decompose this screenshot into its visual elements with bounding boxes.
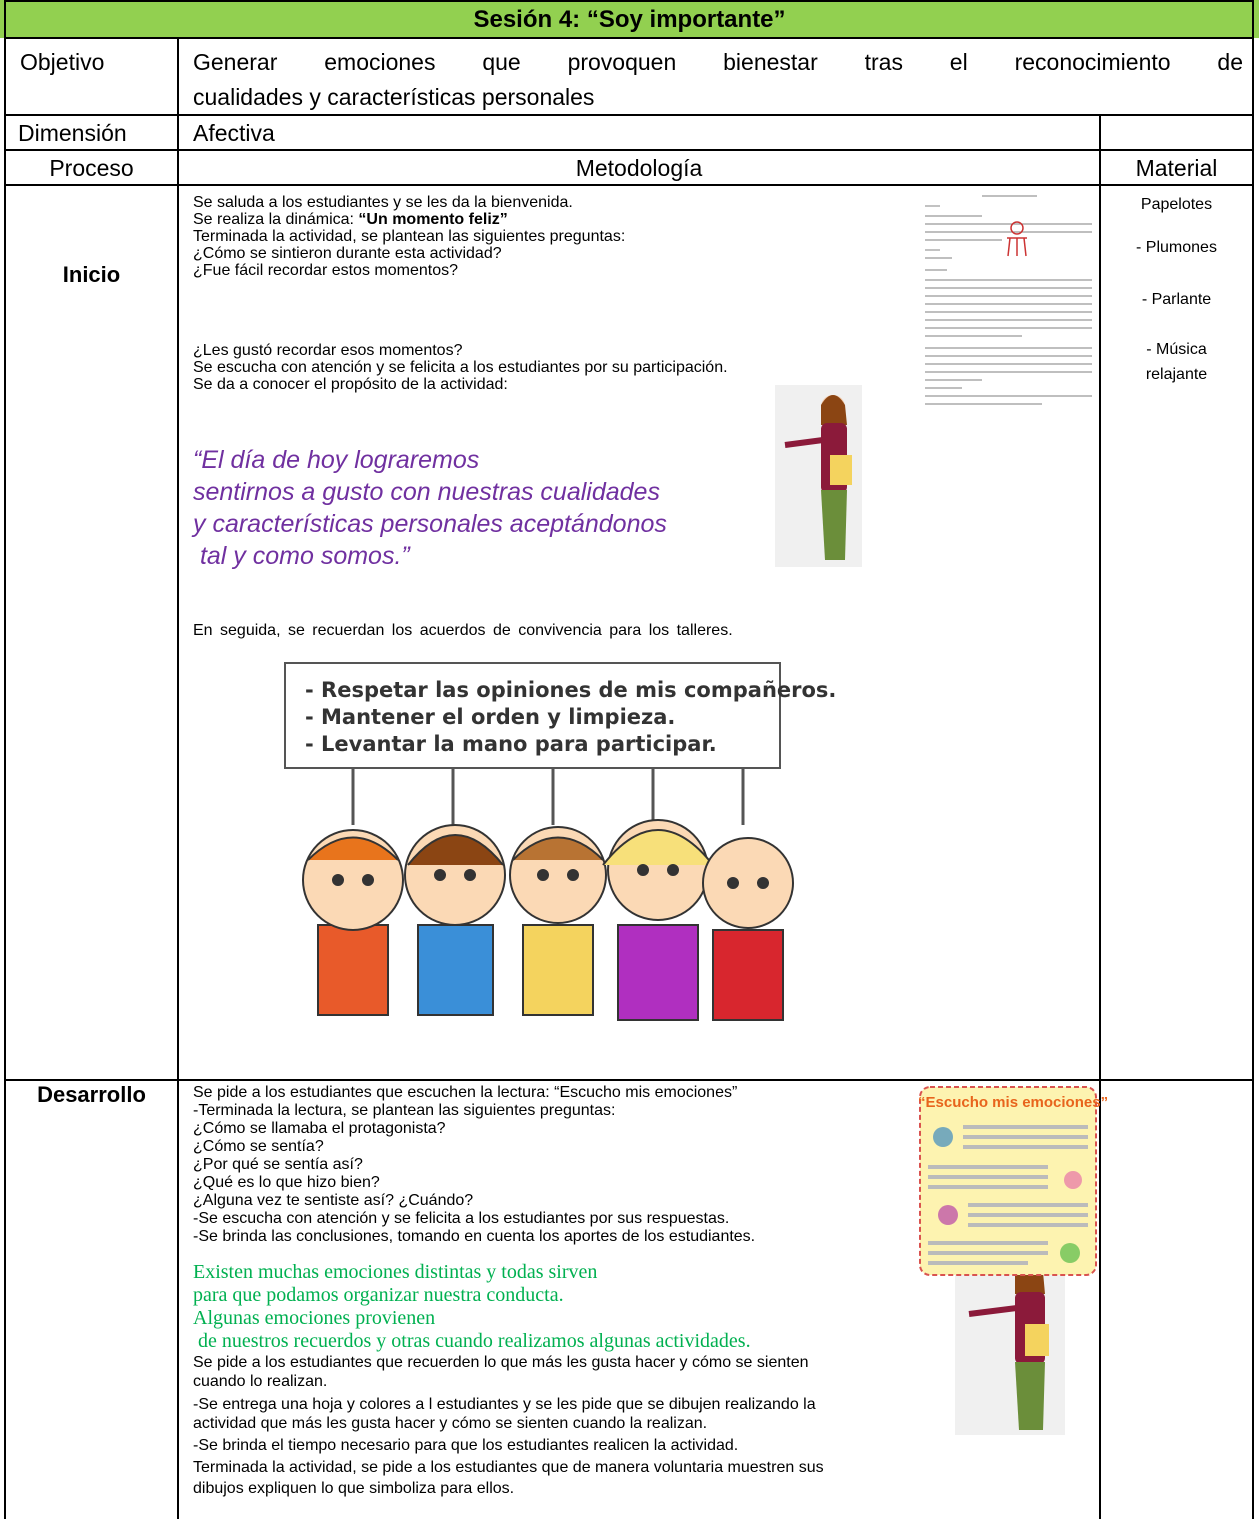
- text-line: Se escucha con atención y se felicita a …: [193, 359, 728, 376]
- conclusion: de nuestros recuerdos y otras cuando rea…: [193, 1330, 751, 1352]
- header: Proceso: [49, 155, 134, 181]
- text-line: Se realiza la dinámica: “Un momento feli…: [193, 211, 508, 228]
- border: [4, 114, 1254, 116]
- text-line: Se saluda a los estudiantes y se les da …: [193, 194, 573, 211]
- header: Material: [1135, 155, 1218, 181]
- kids-sign-image: [284, 662, 794, 1021]
- conclusion: para que podamos organizar nuestra condu…: [193, 1284, 564, 1306]
- text-line: -Se escucha con atención y se felicita a…: [193, 1210, 730, 1227]
- border: [4, 0, 6, 1519]
- conclusion: Existen muchas emociones distintas y tod…: [193, 1261, 598, 1283]
- title: Sesión 4: “Soy importante”: [473, 6, 786, 33]
- border: [4, 149, 1254, 151]
- purpose-quote: y características personales aceptándono…: [193, 510, 667, 538]
- text-line: ¿Por qué se sentía así?: [193, 1156, 363, 1173]
- dimension: Afectiva: [193, 120, 275, 146]
- text-line: Se pide a los estudiantes que recuerden …: [193, 1354, 809, 1371]
- text-line: ¿Alguna vez te sentiste así? ¿Cuándo?: [193, 1192, 474, 1209]
- text-line: ¿Cómo se sentía?: [193, 1138, 324, 1155]
- conclusion: Algunas emociones provienen: [193, 1307, 436, 1329]
- header: Metodología: [575, 155, 703, 181]
- text-line: ¿Qué es lo que hizo bien?: [193, 1174, 380, 1191]
- bold-text: “Un momento feliz”: [358, 211, 508, 228]
- title-bar: [0, 0, 1259, 38]
- text-line: ¿Cómo se llamaba el protagonista?: [193, 1120, 446, 1137]
- purpose-quote: “El día de hoy lograremos: [193, 446, 480, 474]
- text-line: ¿Les gustó recordar esos momentos?: [193, 342, 463, 359]
- text-line: -Terminada la lectura, se plantean las s…: [193, 1102, 616, 1119]
- label: Objetivo: [20, 49, 105, 75]
- text-line: Terminada la actividad, se pide a los es…: [193, 1459, 824, 1476]
- agreement: - Mantener el orden y limpieza.: [305, 705, 676, 729]
- text-line: Se pide a los estudiantes que escuchen l…: [193, 1084, 738, 1101]
- process-label: Desarrollo: [37, 1082, 146, 1107]
- text-line: -Se entrega una hoja y colores a l estud…: [193, 1396, 816, 1413]
- text-line: cuando lo realizan.: [193, 1373, 328, 1390]
- purpose-quote: tal y como somos.”: [193, 542, 410, 570]
- border: [4, 184, 1254, 186]
- text-line: En seguida, se recuerdan los acuerdos de…: [193, 622, 733, 639]
- agreement: - Levantar la mano para participar.: [305, 732, 717, 756]
- teacher-image: [775, 385, 862, 567]
- label: Dimensión: [18, 120, 127, 146]
- border: [1099, 114, 1101, 1519]
- dynamic-sheet-image: [922, 188, 1097, 423]
- material: - Plumones: [1136, 239, 1217, 256]
- border: [4, 0, 1254, 2]
- text-line: Se da a conocer el propósito de la activ…: [193, 376, 508, 393]
- process-label: Inicio: [62, 262, 121, 287]
- text-line: actividad que más les gusta hacer y cómo…: [193, 1415, 708, 1432]
- objective: cualidades y características personales: [193, 84, 595, 110]
- card-title: “Escucho mis emociones”: [918, 1094, 1109, 1111]
- agreement: - Respetar las opiniones de mis compañer…: [305, 678, 837, 702]
- text-line: Terminada la actividad, se plantean las …: [193, 228, 626, 245]
- objective: Generar emociones que provoquen bienesta…: [193, 49, 1243, 75]
- material: Papelotes: [1140, 196, 1213, 213]
- text-line: ¿Fue fácil recordar estos momentos?: [193, 262, 458, 279]
- material: relajante: [1145, 366, 1208, 383]
- text-line: dibujos expliquen lo que simboliza para …: [193, 1480, 515, 1497]
- story-card-image: [919, 1086, 1097, 1276]
- text-line: -Se brinda el tiempo necesario para que …: [193, 1437, 739, 1454]
- material: - Música: [1146, 341, 1207, 358]
- border: [4, 37, 1254, 39]
- border: [4, 1079, 1254, 1081]
- text-line: -Se brinda las conclusiones, tomando en …: [193, 1228, 756, 1245]
- material: - Parlante: [1141, 291, 1212, 308]
- text-line: ¿Cómo se sintieron durante esta activida…: [193, 245, 502, 262]
- teacher-image: [955, 1250, 1065, 1435]
- purpose-quote: sentirnos a gusto con nuestras cualidade…: [193, 478, 660, 506]
- border: [1252, 0, 1254, 1519]
- border: [177, 37, 179, 1519]
